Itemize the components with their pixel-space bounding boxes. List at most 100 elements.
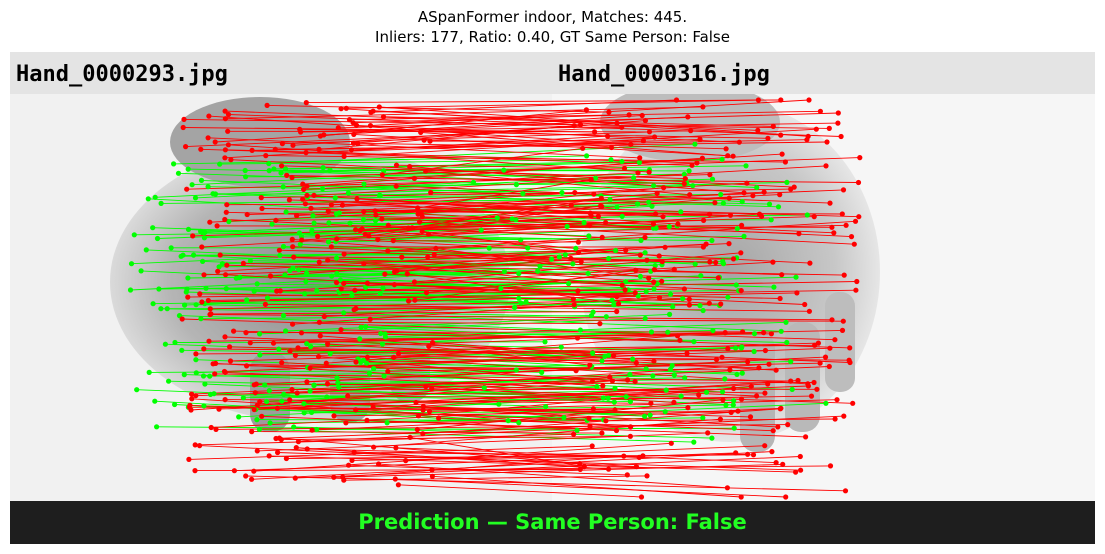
keypoint-marker bbox=[578, 259, 584, 265]
inlier-match-line bbox=[310, 331, 652, 348]
keypoint-marker bbox=[225, 128, 231, 134]
match-lines bbox=[127, 97, 863, 500]
keypoint-marker bbox=[205, 135, 211, 141]
outlier-match-line bbox=[281, 435, 631, 441]
keypoint-marker bbox=[391, 282, 397, 288]
keypoint-marker bbox=[770, 259, 776, 265]
keypoint-marker bbox=[616, 301, 622, 307]
keypoint-marker bbox=[201, 403, 207, 409]
keypoint-marker bbox=[780, 461, 786, 467]
keypoint-marker bbox=[606, 466, 612, 472]
keypoint-marker bbox=[428, 189, 434, 196]
keypoint-marker bbox=[415, 205, 421, 211]
outlier-match-line bbox=[324, 297, 660, 317]
keypoint-marker bbox=[198, 228, 204, 234]
keypoint-marker bbox=[328, 202, 334, 208]
keypoint-marker bbox=[193, 302, 199, 308]
keypoint-marker bbox=[274, 405, 280, 411]
keypoint-marker bbox=[304, 270, 310, 276]
keypoint-marker bbox=[494, 215, 500, 221]
keypoint-marker bbox=[315, 233, 321, 239]
keypoint-marker bbox=[354, 196, 360, 202]
keypoint-marker bbox=[251, 382, 257, 388]
keypoint-marker bbox=[372, 208, 378, 214]
keypoint-marker bbox=[325, 341, 331, 347]
keypoint-marker bbox=[771, 284, 777, 290]
keypoint-marker bbox=[623, 247, 629, 253]
inlier-match-line bbox=[348, 181, 787, 194]
outlier-match-line bbox=[254, 382, 815, 386]
outlier-match-line bbox=[191, 366, 830, 395]
keypoint-marker bbox=[309, 228, 315, 234]
keypoint-marker bbox=[777, 406, 783, 412]
keypoint-marker bbox=[756, 211, 763, 217]
keypoint-marker bbox=[777, 192, 783, 198]
keypoint-marker bbox=[722, 330, 728, 336]
keypoint-marker bbox=[212, 371, 218, 377]
keypoint-marker bbox=[380, 114, 387, 120]
keypoint-marker bbox=[211, 391, 217, 397]
inlier-match-line bbox=[178, 172, 517, 186]
keypoint-marker bbox=[272, 146, 278, 152]
keypoint-marker bbox=[778, 97, 784, 103]
outlier-match-line bbox=[410, 436, 585, 468]
outlier-match-line bbox=[279, 249, 716, 263]
keypoint-marker bbox=[674, 333, 681, 339]
keypoint-marker bbox=[666, 224, 672, 230]
keypoint-marker bbox=[644, 257, 650, 263]
keypoint-marker bbox=[720, 200, 727, 206]
keypoint-marker bbox=[192, 195, 199, 201]
outlier-match-line bbox=[428, 224, 847, 235]
keypoint-marker bbox=[614, 294, 620, 300]
keypoint-marker bbox=[677, 337, 683, 343]
keypoint-marker bbox=[405, 225, 411, 231]
keypoint-marker bbox=[193, 357, 199, 363]
keypoint-marker bbox=[713, 356, 720, 363]
keypoint-marker bbox=[297, 241, 303, 247]
inlier-match-line bbox=[208, 186, 563, 194]
outlier-match-line bbox=[281, 362, 636, 383]
keypoint-marker bbox=[298, 330, 305, 336]
keypoint-marker bbox=[379, 216, 385, 222]
keypoint-marker bbox=[481, 385, 487, 391]
keypoint-marker bbox=[203, 285, 209, 291]
keypoint-marker bbox=[283, 209, 289, 215]
match-line-group bbox=[130, 99, 860, 498]
keypoint-marker bbox=[847, 345, 853, 351]
keypoint-marker bbox=[171, 161, 177, 167]
keypoint-marker bbox=[206, 113, 212, 119]
keypoint-marker bbox=[333, 279, 340, 286]
outlier-match-line bbox=[300, 122, 838, 133]
keypoint-marker bbox=[782, 159, 789, 165]
outlier-match-line bbox=[418, 385, 752, 417]
keypoint-marker bbox=[700, 104, 706, 110]
outlier-match-line bbox=[344, 128, 817, 157]
keypoint-marker bbox=[571, 302, 577, 308]
keypoint-marker bbox=[376, 192, 383, 198]
outlier-match-line bbox=[438, 417, 774, 432]
keypoint-marker bbox=[635, 170, 641, 176]
keypoint-marker bbox=[731, 398, 737, 404]
keypoint-marker bbox=[718, 191, 724, 198]
keypoint-marker bbox=[570, 296, 577, 302]
keypoint-marker bbox=[418, 129, 424, 135]
image-header-strip: Hand_0000293.jpg Hand_0000316.jpg bbox=[10, 52, 1095, 94]
keypoint-marker bbox=[651, 183, 657, 189]
outlier-match-line bbox=[279, 437, 580, 465]
keypoint-marker bbox=[351, 131, 357, 137]
keypoint-marker bbox=[733, 345, 739, 351]
outlier-match-line bbox=[277, 452, 801, 471]
keypoint-marker bbox=[834, 397, 840, 403]
keypoint-marker bbox=[556, 254, 562, 260]
keypoint-marker bbox=[212, 139, 218, 145]
keypoint-marker bbox=[806, 308, 813, 314]
outlier-match-line bbox=[251, 451, 772, 480]
keypoint-marker bbox=[267, 273, 274, 279]
keypoint-marker bbox=[680, 296, 686, 302]
keypoint-marker bbox=[249, 147, 255, 153]
keypoint-marker bbox=[516, 295, 522, 301]
outlier-match-line bbox=[301, 222, 606, 241]
keypoint-marker bbox=[731, 385, 737, 392]
keypoint-marker bbox=[294, 390, 300, 396]
keypoint-marker bbox=[316, 146, 322, 152]
